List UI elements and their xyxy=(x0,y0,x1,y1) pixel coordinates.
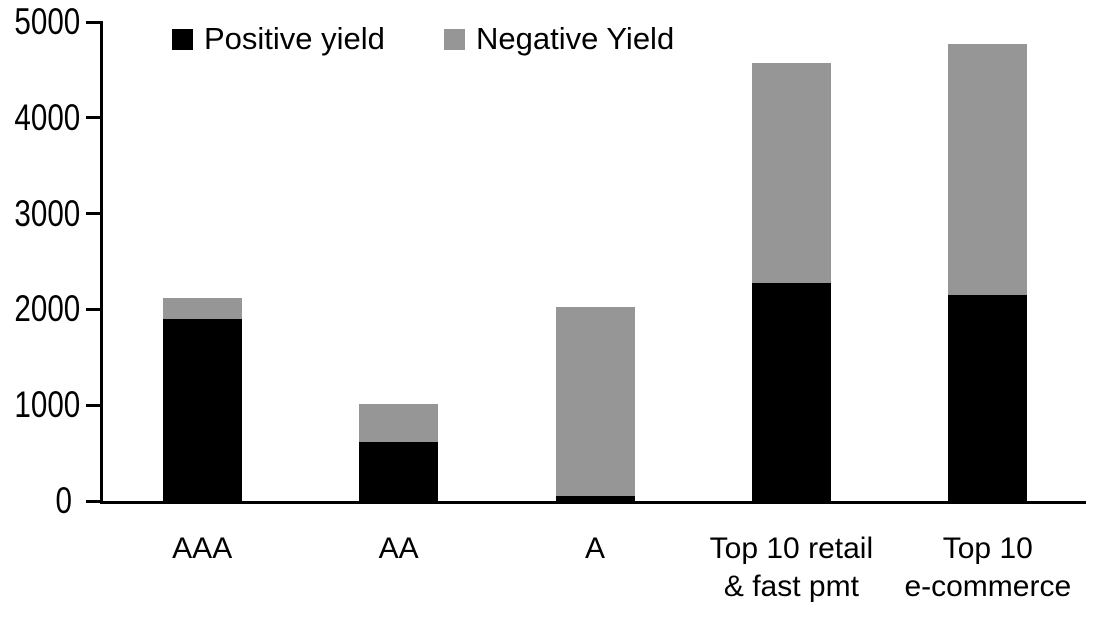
legend-label-positive-yield: Positive yield xyxy=(204,21,385,56)
x-axis-label-line: A xyxy=(584,532,605,565)
y-axis-line xyxy=(100,22,103,504)
bar-segment-positive-yield xyxy=(162,318,242,501)
x-axis-label: AAA xyxy=(72,530,332,568)
bar-segment-positive-yield xyxy=(359,441,439,501)
y-tick-mark xyxy=(86,116,103,120)
x-axis-label-line: Top 10 xyxy=(942,532,1033,565)
legend-swatch-negative-yield xyxy=(444,28,465,50)
x-axis-label: AA xyxy=(269,530,529,568)
y-tick-label: 0 xyxy=(55,480,72,521)
x-axis-line xyxy=(100,501,1086,504)
y-tick-label: 2000 xyxy=(14,288,81,330)
y-tick-mark xyxy=(86,307,103,311)
x-axis-label: A xyxy=(465,530,725,568)
bar-segment-negative-yield xyxy=(359,404,439,442)
y-tick-mark xyxy=(86,499,103,503)
x-axis-label-line: AAA xyxy=(172,532,233,565)
y-tick-label: 4000 xyxy=(14,96,81,138)
bar-segment-positive-yield xyxy=(555,496,635,501)
x-axis-label: Top 10 e-commerce xyxy=(858,530,1102,606)
legend-swatch-positive-yield xyxy=(172,28,193,50)
y-tick-mark xyxy=(86,212,103,216)
x-axis-label: Top 10 retail & fast pmt xyxy=(661,530,921,606)
bar-segment-negative-yield xyxy=(555,306,635,497)
y-tick-label: 3000 xyxy=(14,192,81,234)
bar-segment-negative-yield xyxy=(948,44,1028,296)
x-axis-label-line: & fast pmt xyxy=(723,570,859,603)
y-tick-label: 1000 xyxy=(14,384,81,426)
y-tick-mark xyxy=(86,20,103,24)
y-tick-label: 5000 xyxy=(14,1,81,42)
bar-segment-positive-yield xyxy=(948,295,1028,501)
x-axis-label-line: AA xyxy=(378,532,419,565)
legend-item-negative-yield: Negative Yield xyxy=(444,21,674,57)
x-axis-label-line: Top 10 retail xyxy=(709,532,874,565)
legend-label-negative-yield: Negative Yield xyxy=(476,21,675,56)
x-axis-label-line: e-commerce xyxy=(904,570,1072,603)
bar-segment-positive-yield xyxy=(751,282,831,501)
legend-item-positive-yield: Positive yield xyxy=(172,21,385,57)
y-tick-mark xyxy=(86,403,103,407)
bar-segment-negative-yield xyxy=(162,297,242,319)
bar-segment-negative-yield xyxy=(751,63,831,283)
